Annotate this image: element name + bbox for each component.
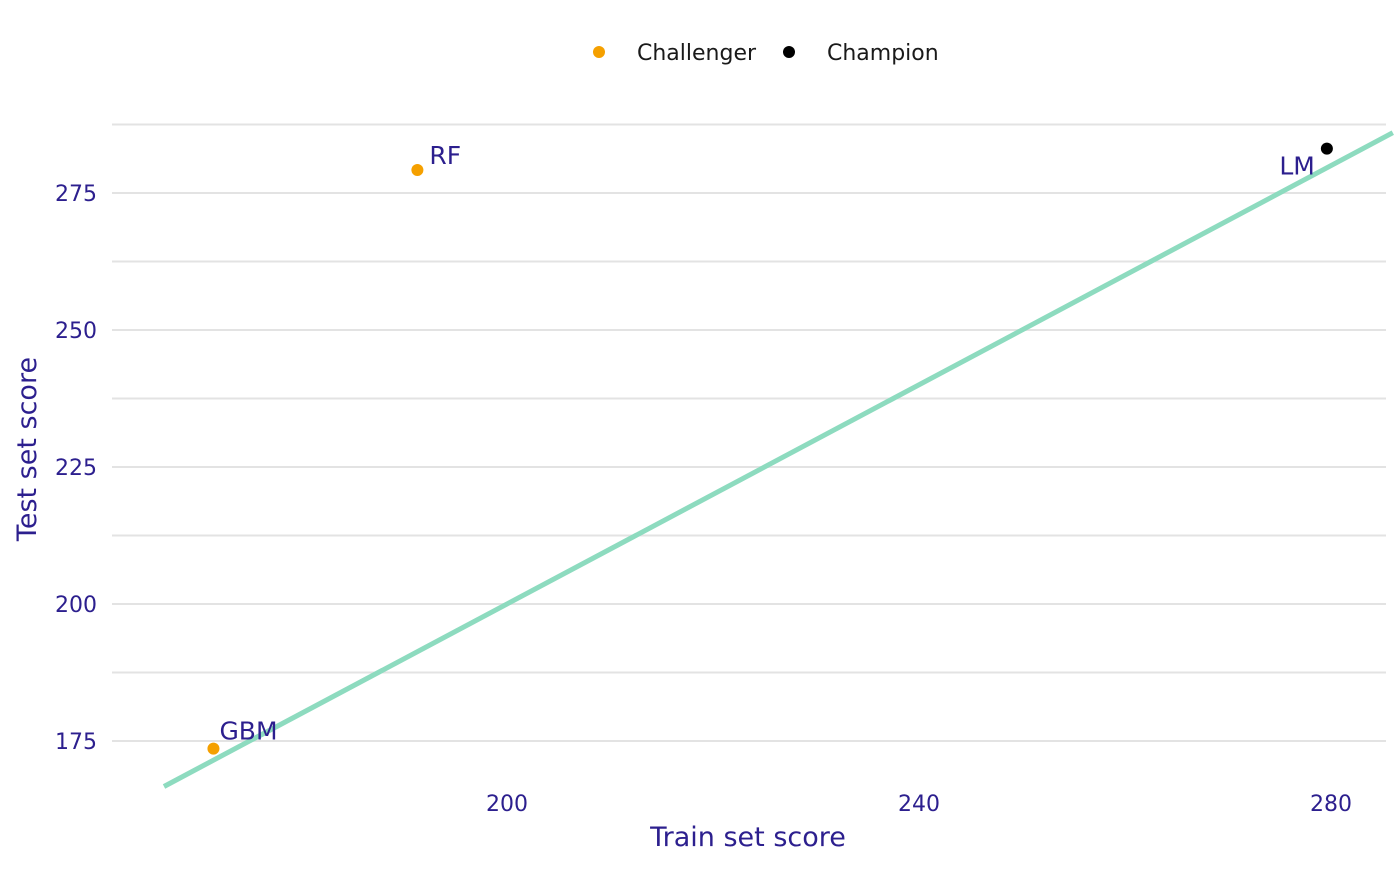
x-tick-label: 200 <box>486 792 528 817</box>
y-tick-label: 275 <box>55 182 97 207</box>
point-gbm <box>207 742 220 755</box>
legend: Challenger Champion <box>593 41 939 66</box>
y-tick-label: 175 <box>55 730 97 755</box>
x-tick-label: 240 <box>898 792 940 817</box>
legend-label-champion: Champion <box>827 41 939 66</box>
y-axis-title: Test set score <box>12 357 43 542</box>
point-label-rf: RF <box>429 141 461 170</box>
legend-marker-challenger <box>593 46 605 58</box>
legend-label-challenger: Challenger <box>637 41 757 66</box>
reference-line <box>162 130 1394 789</box>
point-labels: GBM RF LM <box>219 141 1314 746</box>
gridlines <box>112 123 1386 742</box>
point-label-gbm: GBM <box>219 717 277 746</box>
point-lm <box>1320 142 1333 155</box>
reference-line-group <box>162 130 1394 789</box>
point-label-lm: LM <box>1279 152 1315 181</box>
tick-labels: 175 200 225 250 275 200 240 280 <box>55 182 1352 817</box>
data-points <box>207 142 1333 755</box>
y-tick-label: 250 <box>55 319 97 344</box>
y-tick-label: 200 <box>55 593 97 618</box>
y-tick-label: 225 <box>55 456 97 481</box>
legend-marker-champion <box>783 46 795 58</box>
point-rf <box>411 163 424 176</box>
x-tick-label: 280 <box>1310 792 1352 817</box>
x-axis-title: Train set score <box>649 822 846 853</box>
